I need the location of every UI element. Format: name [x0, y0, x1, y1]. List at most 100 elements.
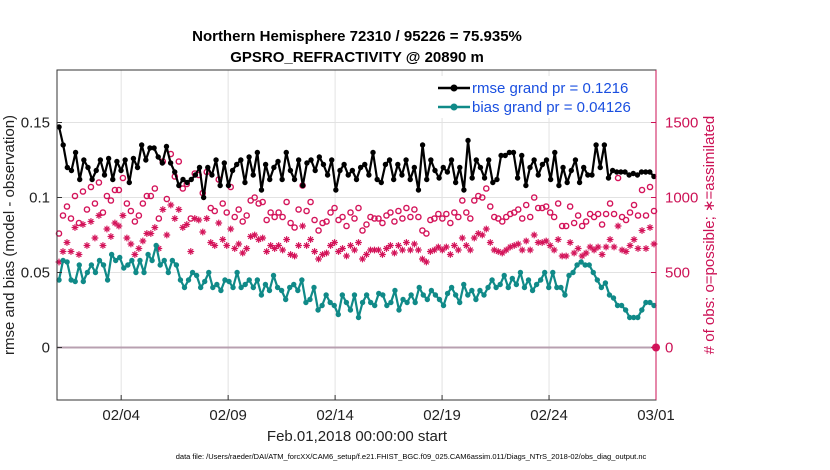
bias-point	[287, 284, 293, 291]
rmse-point	[576, 179, 583, 186]
bias-point	[100, 262, 107, 268]
rmse-point	[279, 176, 285, 183]
rmse-point	[254, 149, 261, 156]
rmse-point	[411, 164, 418, 171]
bias-point	[497, 281, 503, 288]
assimilated-obs-point	[95, 212, 103, 219]
assimilated-obs-point	[550, 246, 558, 254]
assimilated-obs-point	[159, 206, 167, 213]
bias-point	[351, 292, 358, 298]
assimilated-obs-point	[127, 240, 135, 248]
bias-point	[525, 277, 532, 283]
assimilated-obs-point	[91, 234, 99, 242]
possible-obs-point	[498, 218, 506, 225]
bias-point	[274, 284, 281, 291]
rmse-point	[564, 179, 570, 186]
assimilated-obs-point	[175, 206, 183, 213]
bias-point	[606, 292, 613, 298]
rmse-point	[485, 157, 492, 163]
possible-obs-point	[243, 212, 250, 219]
rmse-point	[242, 179, 248, 186]
rmse-point	[93, 167, 99, 174]
assimilated-obs-point	[383, 245, 390, 252]
possible-obs-point	[550, 213, 558, 221]
bias-point	[465, 292, 471, 298]
possible-obs-point	[343, 222, 350, 230]
chart-title-line2: GPSRO_REFRACTIVITY @ 20890 m	[230, 49, 484, 66]
possible-obs-point	[594, 210, 602, 218]
assimilated-obs-point	[622, 248, 630, 255]
y-axis-label: rmse and bias (model - observation)	[1, 115, 18, 355]
possible-obs-point	[63, 203, 71, 210]
possible-obs-point	[283, 198, 290, 206]
bias-point	[501, 272, 507, 279]
assimilated-obs-point	[183, 221, 191, 228]
possible-obs-point	[622, 216, 630, 224]
possible-obs-point	[119, 174, 127, 182]
bias-point	[444, 290, 451, 297]
assimilated-obs-point	[594, 243, 602, 251]
assimilated-obs-point	[155, 245, 163, 252]
bias-point	[250, 284, 256, 291]
assimilated-obs-point	[103, 225, 111, 233]
possible-obs-point	[439, 215, 446, 222]
rmse-point	[506, 149, 513, 156]
assimilated-obs-point	[510, 242, 518, 249]
y-tick-label: 0.05	[21, 265, 50, 282]
assimilated-obs-point	[271, 245, 279, 252]
possible-obs-point	[379, 219, 386, 227]
assimilated-obs-point	[227, 225, 235, 233]
assimilated-obs-point	[446, 251, 454, 258]
rmse-point	[502, 152, 508, 159]
bias-point	[343, 299, 350, 306]
bias-point	[376, 290, 382, 297]
bias-point	[384, 302, 390, 309]
assimilated-obs-point	[203, 215, 211, 222]
assimilated-obs-point	[618, 246, 626, 254]
bias-point	[485, 284, 491, 291]
possible-obs-point	[602, 210, 610, 218]
possible-obs-point	[147, 192, 155, 200]
bias-point	[153, 242, 159, 249]
rmse-point	[436, 175, 442, 181]
rmse-point	[172, 169, 178, 175]
rmse-point	[581, 164, 587, 171]
possible-obs-point	[570, 219, 578, 227]
rmse-point	[568, 167, 575, 174]
assimilated-obs-point	[438, 246, 446, 254]
rmse-point	[262, 161, 269, 168]
assimilated-obs-point	[179, 224, 187, 231]
possible-obs-point	[339, 213, 346, 221]
bias-point	[517, 269, 524, 276]
rmse-point	[370, 149, 376, 156]
bias-point	[218, 287, 224, 294]
bias-point	[129, 257, 135, 264]
assimilated-obs-point	[590, 246, 598, 254]
assimilated-obs-point	[243, 245, 251, 252]
rmse-point	[118, 167, 124, 174]
assimilated-obs-point	[518, 246, 526, 254]
assimilated-obs-point	[67, 248, 75, 255]
bias-point	[546, 284, 552, 291]
bias-point	[424, 296, 431, 303]
possible-obs-point	[451, 209, 458, 216]
assimilated-obs-point	[414, 246, 422, 254]
rmse-point	[68, 167, 75, 174]
possible-obs-point	[478, 194, 486, 201]
bias-point	[590, 269, 596, 276]
bias-point	[631, 314, 637, 321]
rmse-point	[490, 179, 496, 186]
possible-obs-point	[646, 183, 654, 191]
rmse-point	[415, 187, 422, 193]
rmse-point	[155, 154, 161, 160]
rmse-point	[159, 160, 166, 166]
bias-point	[537, 277, 544, 283]
rmse-point	[473, 157, 479, 163]
rmse-point	[217, 182, 223, 189]
rmse-point	[312, 167, 318, 174]
possible-obs-point	[71, 192, 79, 200]
possible-obs-point	[223, 209, 231, 216]
possible-obs-point	[494, 215, 502, 222]
bias-point	[408, 292, 414, 298]
